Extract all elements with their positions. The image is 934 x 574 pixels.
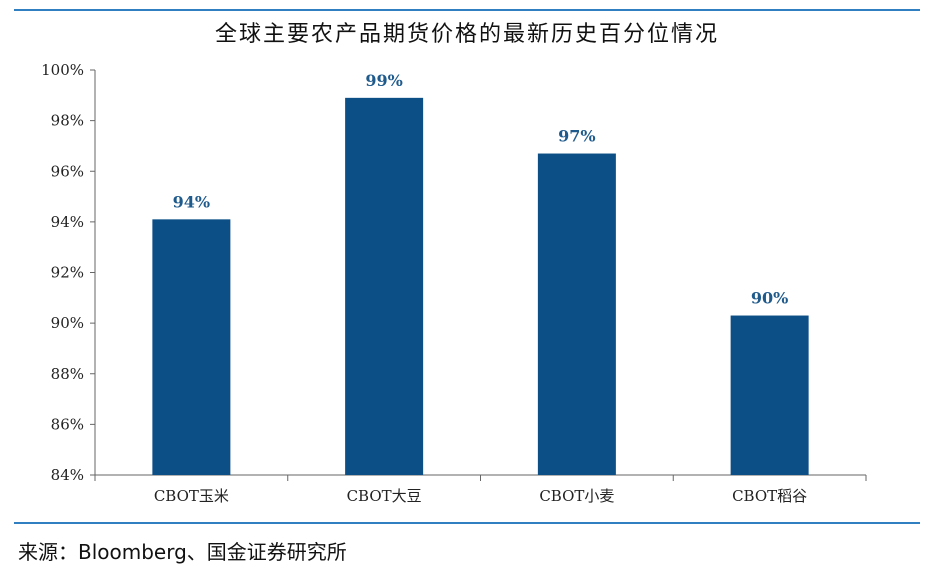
bar-chart: 84% 86% 88% 90% 92% 94% 96% 98% 100% 94% CBOT玉米 99%…	[41, 61, 867, 505]
top-rule	[14, 9, 920, 11]
bar	[537, 153, 616, 475]
y-tick-label: 94%	[51, 213, 84, 231]
y-tick-label: 92%	[51, 264, 84, 282]
y-tick-label: 100%	[41, 61, 84, 79]
bottom-rule	[14, 522, 920, 524]
data-label: 90%	[751, 289, 788, 308]
y-tick-label: 98%	[51, 112, 84, 130]
y-tick-label: 90%	[51, 314, 84, 332]
data-label: 97%	[558, 127, 595, 146]
x-tick-label: CBOT大豆	[347, 487, 422, 505]
y-tick-label: 88%	[51, 365, 84, 383]
data-label: 99%	[365, 71, 402, 90]
bar	[345, 97, 424, 475]
x-tick-label: CBOT稻谷	[732, 487, 807, 505]
x-tick-label: CBOT小麦	[539, 487, 614, 505]
x-tick-label: CBOT玉米	[154, 487, 229, 505]
y-tick-label: 96%	[51, 162, 84, 180]
bar	[152, 219, 231, 475]
y-tick-label: 86%	[51, 415, 84, 433]
source-note: 来源：Bloomberg、国金证券研究所	[18, 540, 347, 564]
chart-title: 全球主要农产品期货价格的最新历史百分位情况	[214, 22, 719, 47]
data-label: 94%	[173, 192, 210, 211]
bar	[730, 315, 809, 475]
y-tick-label: 84%	[51, 466, 84, 484]
